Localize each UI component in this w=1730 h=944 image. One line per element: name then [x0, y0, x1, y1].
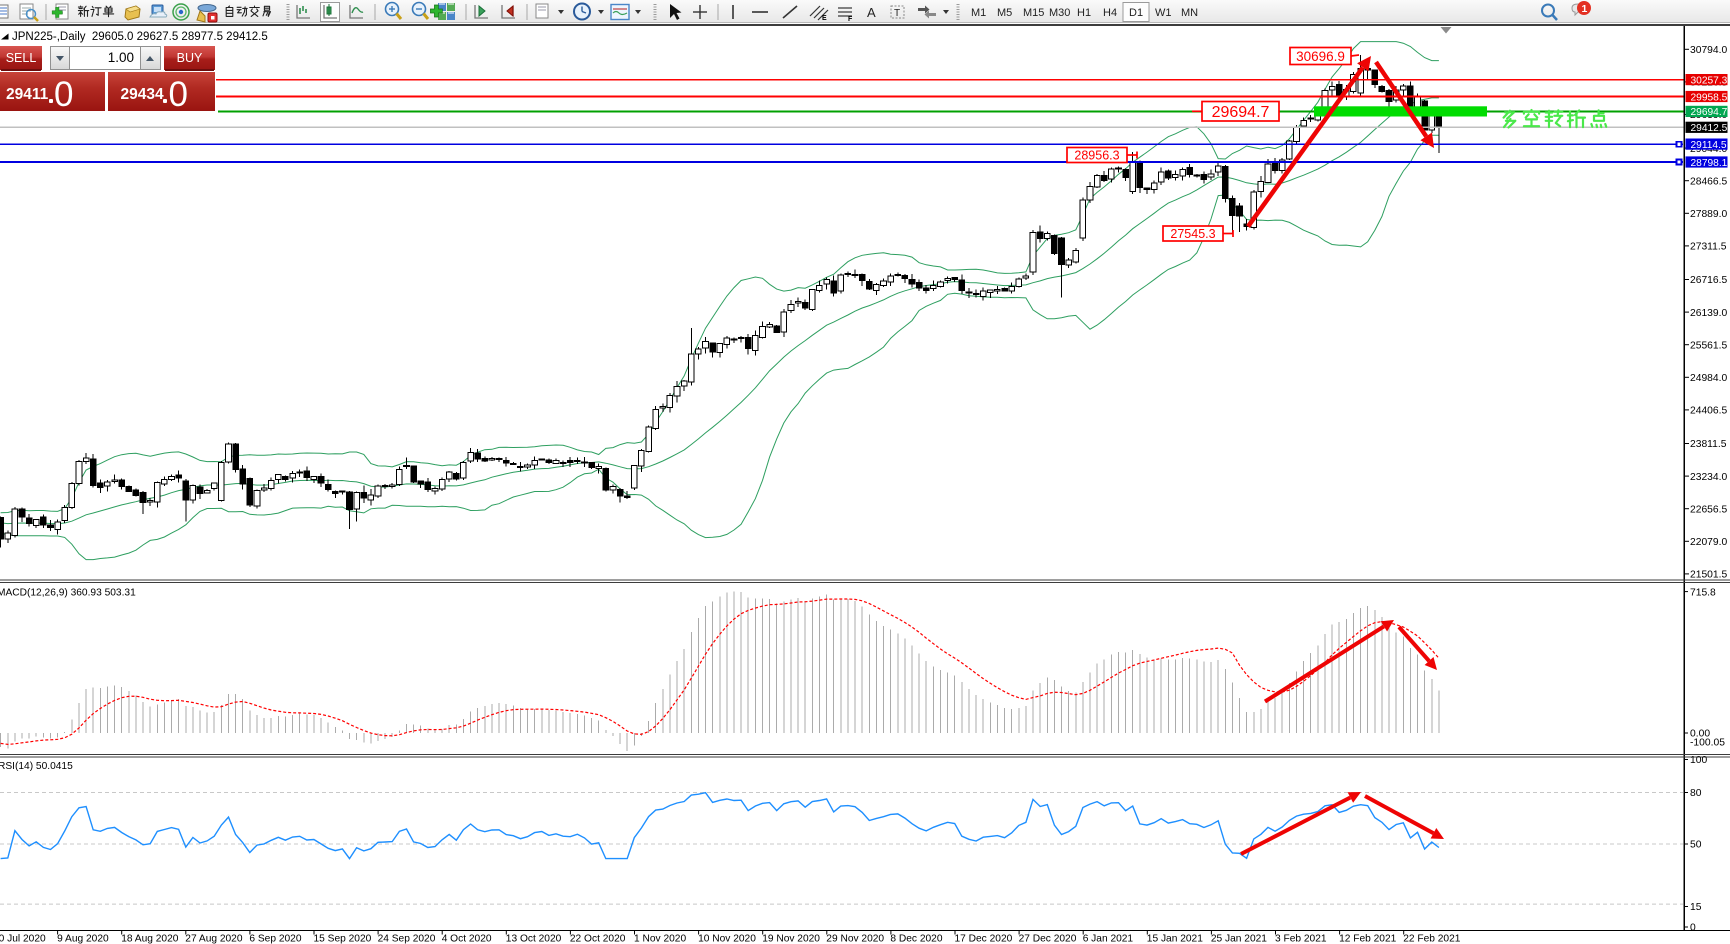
svg-text:3 Feb 2021: 3 Feb 2021	[1275, 933, 1327, 944]
svg-text:19 Nov 2020: 19 Nov 2020	[762, 933, 820, 944]
svg-text:RSI(14) 50.0415: RSI(14) 50.0415	[0, 761, 73, 772]
svg-text:W1: W1	[1155, 7, 1172, 19]
svg-text:T: T	[894, 8, 900, 19]
svg-text:715.8: 715.8	[1690, 587, 1716, 598]
svg-text:M5: M5	[997, 7, 1012, 19]
svg-text:30257.3: 30257.3	[1691, 75, 1728, 86]
svg-text:29 Nov 2020: 29 Nov 2020	[826, 933, 884, 944]
svg-text:D1: D1	[1129, 7, 1143, 19]
svg-text:26716.5: 26716.5	[1690, 275, 1727, 286]
svg-text:15 Sep 2020: 15 Sep 2020	[314, 933, 372, 944]
svg-text:27545.3: 27545.3	[1170, 227, 1215, 241]
svg-text:25 Jan 2021: 25 Jan 2021	[1211, 933, 1267, 944]
svg-text:1: 1	[1582, 3, 1588, 15]
svg-text:24984.0: 24984.0	[1690, 373, 1727, 384]
svg-text:F: F	[848, 16, 853, 23]
svg-text:MN: MN	[1181, 7, 1198, 19]
svg-text:0: 0	[1690, 923, 1696, 934]
svg-text:28956.3: 28956.3	[1074, 149, 1119, 163]
svg-text:4 Oct 2020: 4 Oct 2020	[442, 933, 492, 944]
svg-text:29958.5: 29958.5	[1691, 92, 1728, 103]
svg-text:15: 15	[1690, 902, 1702, 913]
svg-text:22656.5: 22656.5	[1690, 504, 1727, 515]
svg-text:28798.1: 28798.1	[1691, 158, 1728, 169]
svg-text:22 Oct 2020: 22 Oct 2020	[570, 933, 626, 944]
svg-text:30794.0: 30794.0	[1690, 45, 1727, 56]
svg-text:0.00: 0.00	[1690, 729, 1710, 740]
svg-text:M1: M1	[971, 7, 986, 19]
svg-text:30 Jul 2020: 30 Jul 2020	[0, 933, 46, 944]
svg-text:29114.5: 29114.5	[1691, 140, 1727, 151]
svg-text:22 Feb 2021: 22 Feb 2021	[1403, 933, 1461, 944]
svg-text:27 Aug 2020: 27 Aug 2020	[185, 933, 243, 944]
svg-text:12 Feb 2021: 12 Feb 2021	[1339, 933, 1397, 944]
svg-text:27311.5: 27311.5	[1690, 242, 1727, 253]
svg-text:JPN225-,Daily 29605.0 29627.5: JPN225-,Daily 29605.0 29627.5 28977.5 29…	[12, 31, 268, 43]
svg-text:6 Jan 2021: 6 Jan 2021	[1083, 933, 1134, 944]
svg-text:29694.7: 29694.7	[1691, 107, 1728, 118]
svg-text:13 Oct 2020: 13 Oct 2020	[506, 933, 562, 944]
svg-text:A: A	[867, 5, 876, 20]
svg-text:-100.05: -100.05	[1690, 737, 1725, 748]
svg-text:26139.0: 26139.0	[1690, 308, 1727, 319]
svg-text:30696.9: 30696.9	[1296, 49, 1345, 64]
svg-text:H4: H4	[1103, 7, 1117, 19]
svg-text:27889.0: 27889.0	[1690, 209, 1727, 220]
svg-text:29694.7: 29694.7	[1212, 104, 1270, 121]
svg-text:28466.5: 28466.5	[1690, 176, 1727, 187]
svg-text:E: E	[822, 15, 827, 22]
svg-text:M30: M30	[1049, 7, 1070, 19]
svg-text:50: 50	[1690, 840, 1702, 851]
svg-text:27 Dec 2020: 27 Dec 2020	[1019, 933, 1077, 944]
svg-text:M15: M15	[1023, 7, 1044, 19]
svg-text:80: 80	[1690, 788, 1702, 799]
svg-text:25561.5: 25561.5	[1690, 340, 1727, 351]
svg-text:6 Sep 2020: 6 Sep 2020	[249, 933, 301, 944]
svg-text:17 Dec 2020: 17 Dec 2020	[955, 933, 1013, 944]
svg-text:100: 100	[1690, 755, 1707, 766]
svg-text:H1: H1	[1077, 7, 1091, 19]
svg-text:21501.5: 21501.5	[1690, 570, 1727, 581]
svg-text:29412.5: 29412.5	[1691, 123, 1728, 134]
svg-text:22079.0: 22079.0	[1690, 537, 1727, 548]
svg-text:24 Sep 2020: 24 Sep 2020	[378, 933, 436, 944]
svg-text:1 Nov 2020: 1 Nov 2020	[634, 933, 686, 944]
svg-text:8 Dec 2020: 8 Dec 2020	[890, 933, 942, 944]
svg-text:18 Aug 2020: 18 Aug 2020	[121, 933, 179, 944]
svg-text:10 Nov 2020: 10 Nov 2020	[698, 933, 756, 944]
svg-text:MACD(12,26,9) 360.93 503.31: MACD(12,26,9) 360.93 503.31	[0, 588, 136, 599]
svg-text:23234.0: 23234.0	[1690, 472, 1727, 483]
svg-text:24406.5: 24406.5	[1690, 406, 1727, 417]
svg-text:15 Jan 2021: 15 Jan 2021	[1147, 933, 1203, 944]
svg-text:9 Aug 2020: 9 Aug 2020	[57, 933, 109, 944]
svg-text:23811.5: 23811.5	[1690, 439, 1727, 450]
